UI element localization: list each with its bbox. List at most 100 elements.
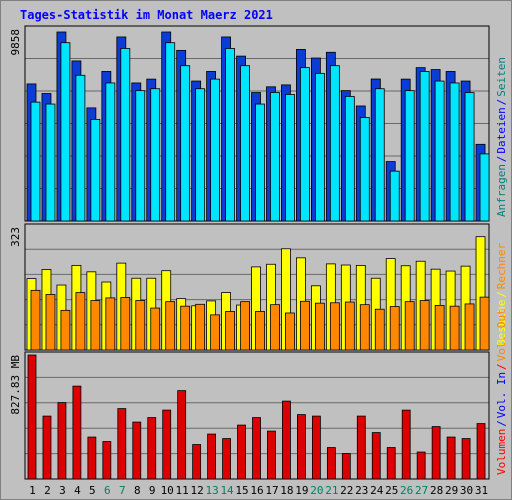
sites-bar (374, 308, 385, 351)
legend-visits-0: Besuche (495, 300, 508, 346)
volume-bar (27, 354, 37, 480)
sites-bar (60, 309, 71, 351)
volume-bar (192, 444, 202, 480)
sites-bar (225, 311, 235, 351)
volume-bar (87, 436, 97, 480)
sites-bar (419, 300, 430, 351)
sites-bar (389, 306, 400, 351)
sites-bar (344, 301, 355, 351)
legend-volume-0: Volumen (495, 429, 508, 475)
files-bar (464, 92, 475, 222)
volume-bar (57, 402, 67, 480)
files-bar (344, 95, 355, 222)
max-label-hits: 9858 (9, 29, 22, 56)
legend-volume-3: / (495, 363, 508, 370)
volume-bar (237, 424, 246, 480)
volume-bar (102, 441, 112, 480)
volume-bar (267, 430, 276, 480)
day-label: 6 (104, 484, 111, 497)
sites-bar (90, 300, 101, 351)
sites-bar (255, 311, 265, 351)
volume-bar (252, 417, 261, 480)
sites-bar (285, 312, 295, 351)
sites-bar (120, 297, 131, 351)
sites-bar (404, 301, 415, 351)
files-bar (45, 103, 56, 222)
volume-bar (132, 421, 142, 480)
volume-bar (297, 414, 306, 480)
sites-bar (180, 305, 191, 351)
files-bar (270, 92, 280, 222)
legend-visits-1: / (495, 291, 508, 298)
sites-bar (464, 303, 475, 351)
sites-bar (314, 302, 325, 351)
day-label: 18 (280, 484, 293, 497)
day-label: 29 (445, 484, 458, 497)
day-label: 22 (340, 484, 353, 497)
day-label: 26 (400, 484, 413, 497)
day-label: 4 (74, 484, 81, 497)
volume-bar (401, 409, 411, 480)
files-bar (359, 117, 370, 222)
day-label: 17 (265, 484, 278, 497)
files-bar (434, 80, 445, 222)
volume-bar (461, 438, 471, 480)
day-label: 21 (325, 484, 338, 497)
legend-volume-1: / (495, 420, 508, 427)
day-label: 15 (235, 484, 248, 497)
volume-bar (117, 408, 127, 480)
day-label: 7 (119, 484, 126, 497)
day-label: 23 (355, 484, 368, 497)
files-bar (30, 101, 41, 222)
files-bar (479, 153, 490, 222)
files-bar (75, 74, 86, 222)
sites-bar (359, 304, 370, 351)
volume-bar (72, 385, 82, 480)
day-label: 19 (295, 484, 308, 497)
files-bar (329, 65, 340, 222)
files-bar (210, 78, 221, 222)
legend-volume-2: Vol. In (495, 372, 508, 418)
day-label: 20 (310, 484, 323, 497)
files-bar (300, 67, 310, 222)
max-label-volume: 827.83 MB (9, 355, 22, 415)
volume-bar (341, 453, 351, 480)
max-label-visits: 323 (9, 227, 22, 247)
sites-bar (270, 304, 280, 351)
volume-bar (356, 415, 366, 480)
volume-bar (311, 415, 321, 480)
files-bar (240, 65, 250, 222)
legend-visits-2: Rechner (495, 242, 508, 289)
volume-bar (416, 451, 426, 480)
volume-bar (446, 436, 456, 480)
volume-bar (222, 438, 231, 480)
day-label: 13 (205, 484, 218, 497)
sites-bar (165, 301, 176, 351)
sites-bar (75, 292, 86, 351)
day-label: 27 (415, 484, 428, 497)
files-bar (419, 71, 430, 222)
day-label: 14 (220, 484, 234, 497)
files-bar (120, 48, 131, 222)
volume-bar (177, 390, 187, 480)
files-bar (225, 48, 235, 222)
volume-bar (147, 417, 157, 480)
day-label: 5 (89, 484, 96, 497)
files-bar (150, 88, 161, 222)
files-bar (135, 90, 146, 222)
day-label: 24 (370, 484, 384, 497)
sites-bar (479, 296, 490, 351)
day-label: 2 (44, 484, 51, 497)
sites-bar (434, 305, 445, 351)
files-bar (404, 90, 415, 222)
volume-bar (326, 447, 336, 480)
chart-title: Tages-Statistik im Monat Maerz 2021 (20, 8, 273, 22)
legend-hits-0: Anfragen (495, 164, 508, 217)
day-label: 1 (29, 484, 36, 497)
day-label: 12 (191, 484, 204, 497)
sites-bar (30, 289, 41, 351)
files-bar (195, 88, 206, 222)
volume-bar (42, 415, 52, 480)
